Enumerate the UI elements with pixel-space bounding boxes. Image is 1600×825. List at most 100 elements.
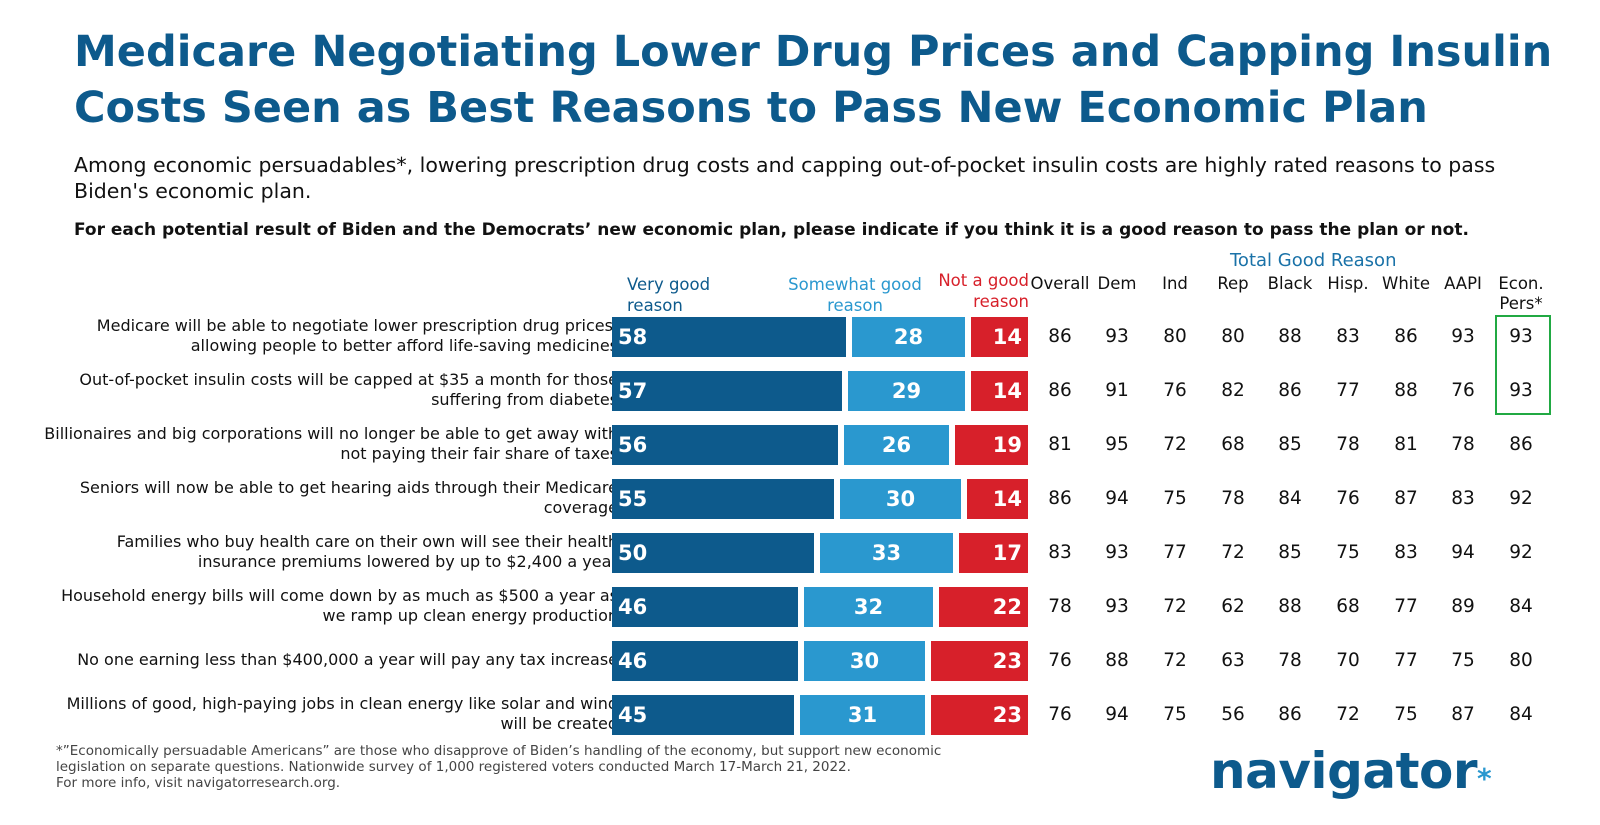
somewhat-good-bar: 30 [840, 479, 961, 519]
column-header-0: Overall [1030, 274, 1090, 293]
table-cell: 76 [1048, 650, 1072, 671]
table-cell: 76 [1451, 380, 1475, 401]
somewhat-good-reason-header: Somewhat good reason [788, 275, 922, 315]
table-cell: 80 [1163, 326, 1187, 347]
table-cell: 72 [1221, 542, 1245, 563]
column-header-2: Ind [1162, 274, 1188, 293]
navigator-logo: navigator* [1210, 742, 1492, 800]
table-cell: 72 [1163, 650, 1187, 671]
column-header-7: AAPI [1444, 274, 1482, 293]
column-header-5: Hisp. [1327, 274, 1369, 293]
column-header-4: Black [1267, 274, 1313, 293]
row-label: Seniors will now be able to get hearing … [79, 478, 618, 517]
bar-value-label: 33 [871, 541, 902, 565]
column-header-3: Rep [1217, 274, 1249, 293]
not-good-reason-header: Not a good reason [938, 271, 1029, 311]
table-cell: 83 [1451, 488, 1475, 509]
table-cell: 92 [1509, 488, 1533, 509]
table-cell: 76 [1048, 704, 1072, 725]
table-cell: 78 [1278, 650, 1302, 671]
table-cell: 94 [1105, 704, 1129, 725]
table-cell: 85 [1278, 434, 1302, 455]
very-good-bar: 55 [612, 479, 834, 519]
table-cell: 93 [1509, 326, 1533, 347]
table-cell: 77 [1163, 542, 1187, 563]
table-cell: 93 [1105, 326, 1129, 347]
not-good-bar: 23 [931, 641, 1028, 681]
bar-value-label: 17 [992, 541, 1022, 565]
not-good-bar: 19 [955, 425, 1028, 465]
table-cell: 77 [1336, 380, 1360, 401]
table-cell: 72 [1163, 434, 1187, 455]
row-label: Millions of good, high-paying jobs in cl… [66, 694, 618, 733]
table-cell: 88 [1394, 380, 1418, 401]
row-label: Household energy bills will come down by… [61, 586, 618, 625]
table-cell: 93 [1105, 596, 1129, 617]
table-cell: 78 [1221, 488, 1245, 509]
footnote-line-2: legislation on separate questions. Natio… [56, 759, 851, 775]
bar-value-label: 30 [849, 649, 880, 673]
very-good-reason-header: Very good reason [627, 275, 711, 315]
table-cell: 86 [1394, 326, 1418, 347]
table-cell: 78 [1451, 434, 1475, 455]
bar-value-label: 50 [618, 541, 648, 565]
very-good-bar: 57 [612, 371, 842, 411]
footnote-line-1: *”Economically persuadable Americans” ar… [56, 743, 942, 759]
logo-text: navigator [1210, 742, 1478, 800]
bar-value-label: 45 [618, 703, 648, 727]
very-good-bar: 50 [612, 533, 814, 573]
table-cell: 76 [1336, 488, 1360, 509]
table-cell: 94 [1451, 542, 1475, 563]
not-good-bar: 14 [971, 371, 1028, 411]
table-cell: 86 [1048, 488, 1072, 509]
row-label: Billionaires and big corporations will n… [44, 424, 618, 463]
table-cell: 56 [1221, 704, 1245, 725]
bar-value-label: 58 [618, 325, 648, 349]
bar-value-label: 14 [992, 487, 1022, 511]
bar-value-label: 19 [992, 433, 1022, 457]
somewhat-good-bar: 33 [820, 533, 953, 573]
table-cell: 77 [1394, 650, 1418, 671]
table-cell: 75 [1163, 488, 1187, 509]
bar-value-label: 32 [853, 595, 884, 619]
table-cell: 78 [1336, 434, 1360, 455]
table-cell: 91 [1105, 380, 1129, 401]
table-cell: 72 [1163, 596, 1187, 617]
somewhat-good-bar: 26 [844, 425, 949, 465]
bar-value-label: 22 [992, 595, 1022, 619]
table-cell: 93 [1451, 326, 1475, 347]
row-label: Out-of-pocket insulin costs will be capp… [79, 370, 618, 409]
table-cell: 86 [1048, 326, 1072, 347]
table-cell: 83 [1048, 542, 1072, 563]
somewhat-good-bar: 28 [852, 317, 965, 357]
very-good-bar: 46 [612, 641, 798, 681]
table-cell: 75 [1336, 542, 1360, 563]
bar-value-label: 23 [992, 703, 1022, 727]
total-good-reason-header: Total Good Reason [1230, 250, 1397, 271]
table-cell: 84 [1509, 704, 1533, 725]
survey-question: For each potential result of Biden and t… [74, 220, 1469, 240]
table-cell: 95 [1105, 434, 1129, 455]
table-cell: 88 [1278, 326, 1302, 347]
bar-value-label: 30 [885, 487, 916, 511]
table-cell: 62 [1221, 596, 1245, 617]
table-cell: 92 [1509, 542, 1533, 563]
table-cell: 80 [1221, 326, 1245, 347]
somewhat-good-bar: 31 [800, 695, 925, 735]
bar-value-label: 23 [992, 649, 1022, 673]
bar-value-label: 31 [847, 703, 878, 727]
table-cell: 82 [1221, 380, 1245, 401]
bar-value-label: 14 [992, 325, 1022, 349]
bar-value-label: 46 [618, 595, 648, 619]
table-cell: 75 [1451, 650, 1475, 671]
not-good-bar: 22 [939, 587, 1028, 627]
not-good-bar: 14 [971, 317, 1028, 357]
row-label: No one earning less than $400,000 a year… [77, 650, 618, 669]
row-label: Families who buy health care on their ow… [116, 532, 618, 571]
table-cell: 63 [1221, 650, 1245, 671]
table-cell: 86 [1278, 704, 1302, 725]
table-cell: 77 [1394, 596, 1418, 617]
bar-value-label: 55 [618, 487, 648, 511]
bar-value-label: 57 [618, 379, 648, 403]
table-cell: 81 [1048, 434, 1072, 455]
